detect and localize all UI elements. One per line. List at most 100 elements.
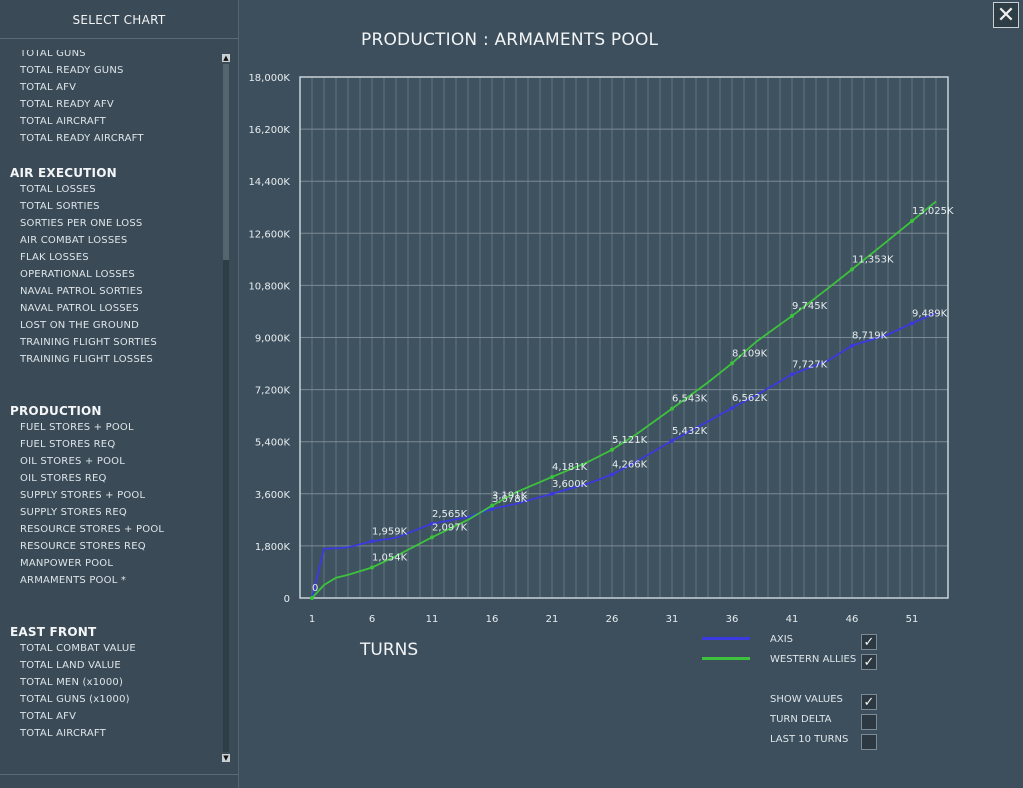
sidebar-chart-item[interactable]: TOTAL LAND VALUE — [20, 660, 121, 671]
data-point — [550, 491, 554, 496]
y-tick-label: 12,600K — [248, 229, 290, 240]
sidebar-chart-item[interactable]: TOTAL LOSSES — [20, 184, 96, 195]
sidebar-title: SELECT CHART — [0, 0, 238, 39]
sidebar-chart-item[interactable]: OPERATIONAL LOSSES — [20, 269, 135, 280]
plot-border — [299, 76, 949, 599]
x-axis-label: TURNS — [360, 640, 419, 660]
sidebar-section-heading: AIR EXECUTION — [10, 166, 117, 180]
data-value-label: 1,054K — [372, 552, 408, 563]
data-point — [490, 506, 494, 511]
data-value-label: 9,745K — [792, 301, 828, 312]
turn-delta-label: TURN DELTA — [770, 714, 832, 725]
data-value-label: 5,432K — [672, 426, 708, 437]
sidebar-chart-item[interactable]: FUEL STORES + POOL — [20, 422, 134, 433]
x-tick-label: 31 — [666, 614, 679, 625]
sidebar-chart-item[interactable]: LOST ON THE GROUND — [20, 320, 140, 331]
sidebar-chart-item[interactable]: MANPOWER POOL — [20, 558, 114, 569]
sidebar-chart-item[interactable]: TRAINING FLIGHT SORTIES — [20, 337, 157, 348]
sidebar-chart-item[interactable]: RESOURCE STORES REQ — [20, 541, 146, 552]
data-point — [910, 321, 914, 326]
sidebar-chart-item[interactable]: TOTAL SORTIES — [20, 201, 100, 212]
sidebar-chart-item[interactable]: TRAINING FLIGHT LOSSES — [20, 354, 153, 365]
data-value-label: 8,719K — [852, 331, 888, 342]
sidebar-chart-item[interactable]: FLAK LOSSES — [20, 252, 89, 263]
data-value-label: 3,078K — [492, 494, 528, 505]
y-tick-label: 14,400K — [248, 177, 290, 188]
data-point — [490, 503, 494, 508]
close-icon[interactable]: ✕ — [996, 3, 1016, 28]
data-value-label: 5,121K — [612, 435, 648, 446]
sidebar-chart-item[interactable]: TOTAL AFV — [20, 82, 77, 93]
scroll-track[interactable] — [223, 64, 229, 752]
legend-axis-label: AXIS — [770, 634, 793, 645]
chart-list-scrollbar[interactable]: ▲ ▼ — [221, 54, 231, 762]
sidebar-chart-item[interactable]: AIR COMBAT LOSSES — [20, 235, 128, 246]
allies-series-checkbox[interactable]: ✓ — [861, 654, 877, 670]
x-tick-label: 51 — [906, 614, 919, 625]
x-tick-label: 26 — [606, 614, 619, 625]
data-point — [850, 267, 854, 272]
turn-delta-checkbox[interactable] — [861, 714, 877, 730]
data-point — [610, 472, 614, 477]
data-point — [370, 539, 374, 544]
scroll-up-arrow-icon[interactable]: ▲ — [222, 54, 230, 62]
sidebar-chart-item[interactable]: TOTAL READY GUNS — [20, 65, 124, 76]
sidebar-chart-item[interactable]: OIL STORES + POOL — [20, 456, 125, 467]
sidebar-chart-item[interactable]: SUPPLY STORES + POOL — [20, 490, 146, 501]
last-10-turns-label: LAST 10 TURNS — [770, 734, 849, 745]
data-value-label: 13,025K — [912, 206, 954, 217]
data-point — [730, 406, 734, 411]
y-tick-label: 9,000K — [255, 334, 291, 345]
data-value-label: 6,543K — [672, 394, 708, 405]
series-line-western-allies — [311, 200, 937, 599]
data-point — [910, 218, 914, 223]
sidebar-chart-item[interactable]: NAVAL PATROL SORTIES — [20, 286, 143, 297]
sidebar-chart-item[interactable]: TOTAL AFV — [20, 711, 77, 722]
sidebar-chart-item[interactable]: TOTAL COMBAT VALUE — [20, 643, 136, 654]
sidebar-chart-item[interactable]: NAVAL PATROL LOSSES — [20, 303, 139, 314]
sidebar-chart-item[interactable]: TOTAL READY AFV — [20, 99, 114, 110]
sidebar-chart-item[interactable]: FUEL STORES REQ — [20, 439, 116, 450]
sidebar-chart-item[interactable]: RESOURCE STORES + POOL — [20, 524, 165, 535]
close-button[interactable]: ✕ — [993, 2, 1019, 28]
sidebar-chart-item[interactable]: SUPPLY STORES REQ — [20, 507, 127, 518]
data-point — [370, 565, 374, 570]
data-point — [610, 447, 614, 452]
y-tick-label: 18,000K — [248, 73, 290, 84]
sidebar-chart-item[interactable]: ARMAMENTS POOL * — [20, 575, 127, 586]
data-value-label: 11,353K — [852, 254, 894, 265]
sidebar-divider — [0, 774, 238, 775]
series-line-axis — [311, 312, 937, 599]
data-value-label: 2,097K — [432, 522, 468, 533]
sidebar-chart-item[interactable]: TOTAL MEN (x1000) — [20, 677, 124, 688]
y-tick-label: 7,200K — [255, 386, 291, 397]
x-tick-label: 41 — [786, 614, 799, 625]
x-tick-label: 21 — [546, 614, 559, 625]
show-values-checkbox[interactable]: ✓ — [861, 694, 877, 710]
sidebar-chart-item[interactable]: TOTAL GUNS (x1000) — [20, 694, 130, 705]
sidebar-chart-item[interactable]: TOTAL READY AIRCRAFT — [20, 133, 144, 144]
legend-axis-swatch — [702, 637, 750, 640]
sidebar-chart-item[interactable]: TOTAL GUNS — [20, 50, 86, 59]
data-point — [310, 596, 314, 600]
last-10-turns-checkbox[interactable] — [861, 734, 877, 750]
y-tick-label: 10,800K — [248, 281, 290, 292]
x-tick-label: 36 — [726, 614, 739, 625]
sidebar-chart-item[interactable]: SORTIES PER ONE LOSS — [20, 218, 143, 229]
sidebar-chart-item[interactable]: OIL STORES REQ — [20, 473, 107, 484]
scroll-down-arrow-icon[interactable]: ▼ — [222, 754, 230, 762]
chart-list-viewport: TOTAL GUNS TOTAL READY GUNS TOTAL AFV TOTAL… — [4, 50, 220, 766]
scroll-thumb[interactable] — [223, 64, 229, 260]
data-value-label: 4,181K — [552, 462, 588, 473]
data-point — [730, 361, 734, 366]
show-values-label: SHOW VALUES — [770, 694, 843, 705]
sidebar-chart-item[interactable]: TOTAL AIRCRAFT — [20, 116, 106, 127]
data-point — [790, 372, 794, 377]
data-value-label: 3,191K — [492, 491, 528, 502]
legend-allies-label: WESTERN ALLIES — [770, 654, 857, 665]
legend-allies-swatch — [702, 657, 750, 660]
sidebar-chart-item[interactable]: TOTAL AIRCRAFT — [20, 728, 106, 739]
data-point — [430, 521, 434, 526]
chart-title: PRODUCTION : ARMAMENTS POOL — [361, 30, 659, 50]
axis-series-checkbox[interactable]: ✓ — [861, 634, 877, 650]
